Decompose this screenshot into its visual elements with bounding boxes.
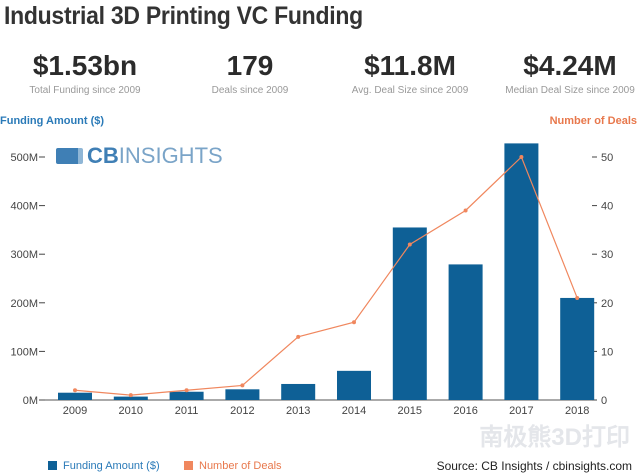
bar-2011	[169, 391, 204, 400]
left-axis-title: Funding Amount ($)	[0, 115, 104, 127]
kpi-label: Avg. Deal Size since 2009	[351, 85, 469, 96]
logo-mark-icon	[56, 148, 83, 164]
kpi-value: $1.53bn	[32, 50, 138, 81]
x-tick-label: 2014	[342, 405, 366, 417]
chart-title: Industrial 3D Printing VC Funding	[4, 2, 363, 30]
deals-point-2010	[128, 393, 133, 398]
bar-2010	[113, 396, 148, 400]
left-tick-label: 500M	[10, 152, 38, 164]
deals-point-2009	[73, 388, 77, 393]
bar-2017	[504, 143, 539, 400]
deals-point-2013	[296, 334, 301, 339]
deals-point-2012	[240, 383, 245, 388]
deals-point-2017	[519, 155, 524, 159]
legend-item-deals: Number of Deals	[184, 460, 282, 473]
logo-text: INSIGHTS	[118, 143, 223, 168]
right-tick-label: 40	[601, 201, 613, 213]
kpi-value: 179	[226, 50, 274, 81]
source-note: Source: CB Insights / cbinsights.com	[436, 459, 632, 473]
left-tick-label: 100M	[10, 346, 38, 358]
bar-2009	[58, 392, 92, 400]
x-tick-label: 2017	[509, 405, 533, 417]
right-tick-label: 20	[601, 298, 613, 310]
deals-point-2015	[407, 242, 412, 247]
left-tick-label: 300M	[10, 249, 38, 261]
logo-text-bold: CB	[87, 143, 119, 168]
bar-2015	[392, 227, 427, 400]
x-tick-label: 2010	[119, 405, 143, 417]
right-tick-label: 0	[601, 395, 607, 407]
right-tick-label: 50	[601, 152, 613, 164]
deals-point-2014	[352, 320, 356, 325]
kpi-label: Deals since 2009	[211, 85, 289, 96]
left-tick-label: 400M	[10, 201, 38, 213]
deals-point-2018	[575, 295, 580, 300]
kpi-label: Median Deal Size since 2009	[505, 85, 635, 96]
left-tick-label: 200M	[10, 298, 38, 310]
legend-label: Number of Deals	[199, 460, 282, 472]
legend-item-funding: Funding Amount ($)	[48, 460, 160, 473]
right-axis-title: Number of Deals	[550, 115, 637, 127]
cbinsights-logo: CBINSIGHTS	[56, 143, 223, 169]
kpi-value: $4.24M	[523, 50, 617, 81]
x-tick-label: 2016	[453, 405, 477, 417]
kpi-deals: 179 Deals since 2009	[170, 50, 330, 96]
bar-2018	[560, 297, 595, 400]
x-tick-label: 2012	[230, 405, 254, 417]
x-tick-label: 2013	[286, 405, 310, 417]
bar-2016	[448, 264, 483, 400]
bar-2013	[281, 383, 316, 400]
bar-2012	[225, 389, 260, 400]
deals-point-2016	[463, 208, 468, 213]
legend-label: Funding Amount ($)	[63, 460, 160, 472]
kpi-median-deal: $4.24M Median Deal Size since 2009	[490, 50, 640, 96]
x-tick-label: 2015	[398, 405, 422, 417]
kpi-value: $11.8M	[364, 50, 456, 81]
kpi-label: Total Funding since 2009	[29, 85, 141, 96]
bar-2014	[337, 370, 371, 400]
left-tick-label: 0M	[23, 395, 38, 407]
watermark: 南极熊3D打印	[479, 424, 630, 451]
x-tick-label: 2018	[565, 405, 589, 417]
legend-swatch-deals	[184, 461, 193, 470]
deals-point-2011	[184, 388, 189, 393]
x-tick-label: 2011	[175, 405, 199, 417]
kpi-total-funding: $1.53bn Total Funding since 2009	[5, 50, 165, 96]
x-tick-label: 2009	[63, 405, 87, 417]
right-tick-label: 30	[601, 249, 613, 261]
deals-line	[74, 155, 578, 396]
right-tick-label: 10	[601, 346, 613, 358]
kpi-avg-deal: $11.8M Avg. Deal Size since 2009	[330, 50, 490, 96]
legend-swatch-funding	[48, 461, 57, 470]
